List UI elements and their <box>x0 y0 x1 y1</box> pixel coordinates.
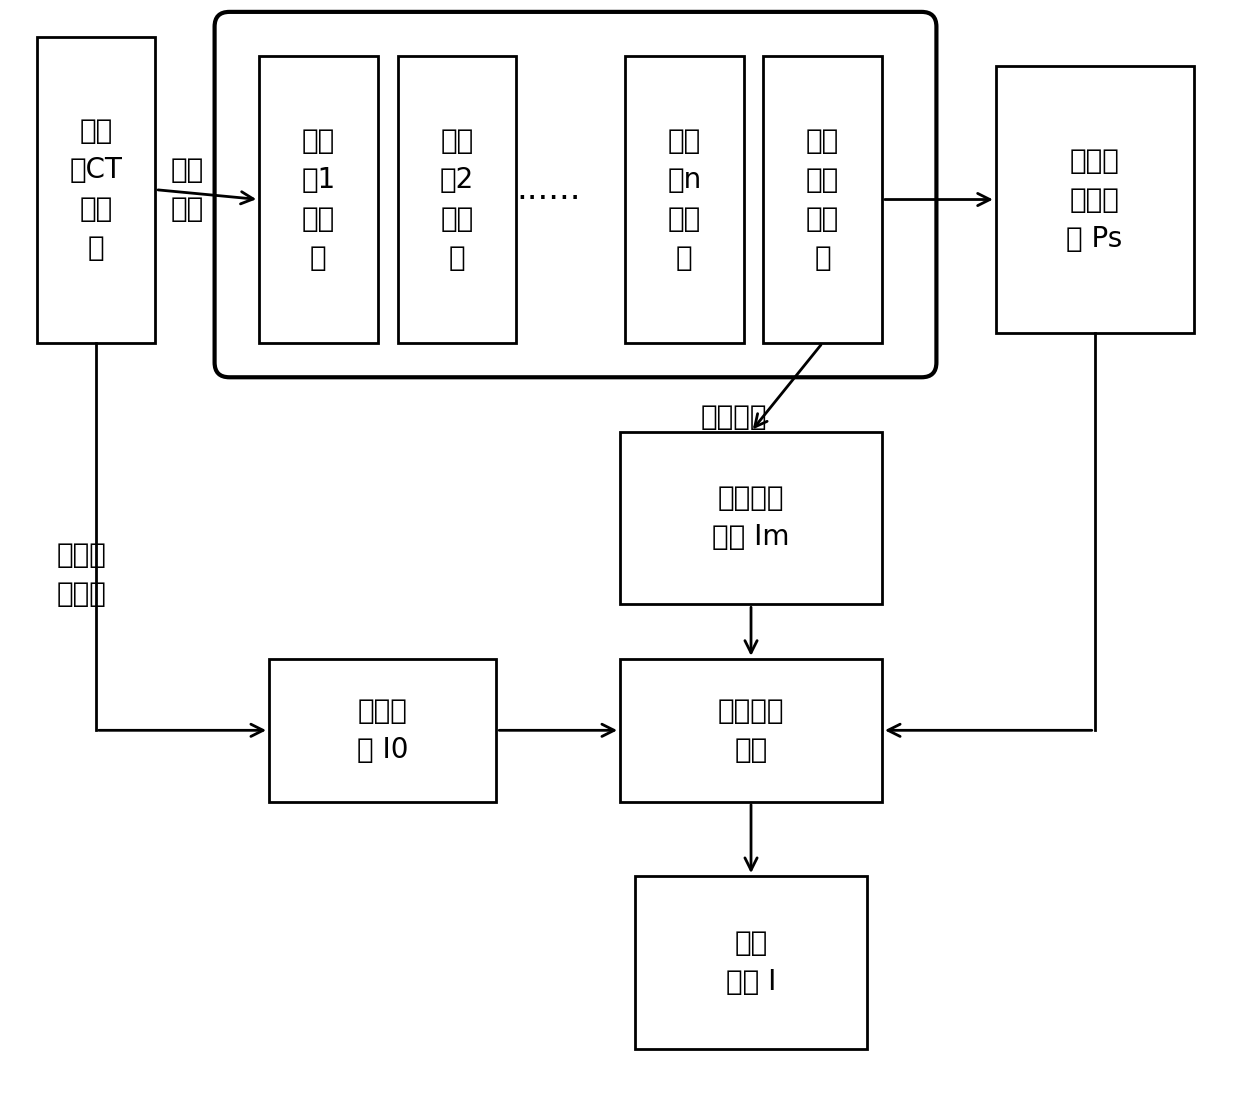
Text: 加权图
像重建: 加权图 像重建 <box>56 541 107 608</box>
Text: 基材
料1
投影
图: 基材 料1 投影 图 <box>301 127 336 272</box>
Text: 金属
材料
投影
图: 金属 材料 投影 图 <box>806 127 839 272</box>
Bar <box>398 57 516 343</box>
Bar <box>996 66 1194 333</box>
Bar <box>620 431 882 605</box>
Bar <box>37 37 155 343</box>
Bar <box>269 658 496 802</box>
Text: 虚拟单
能投影
图 Ps: 虚拟单 能投影 图 Ps <box>1066 147 1122 253</box>
Text: ......: ...... <box>517 173 582 206</box>
Text: 统计迭代
重建: 统计迭代 重建 <box>718 697 784 764</box>
Text: 多能
谱CT
投影
图: 多能 谱CT 投影 图 <box>69 117 123 262</box>
Text: 重建
图像 I: 重建 图像 I <box>725 929 776 996</box>
Text: 基材
料2
投影
图: 基材 料2 投影 图 <box>440 127 474 272</box>
Bar <box>259 57 378 343</box>
Bar <box>764 57 882 343</box>
FancyBboxPatch shape <box>215 12 936 378</box>
Text: 重建图
像 I0: 重建图 像 I0 <box>357 697 408 764</box>
Bar <box>620 658 882 802</box>
Text: 材料
分解: 材料 分解 <box>170 156 203 223</box>
Text: 基材
料n
投影
图: 基材 料n 投影 图 <box>667 127 702 272</box>
Text: 图像重建: 图像重建 <box>701 403 768 431</box>
Bar <box>635 876 867 1048</box>
Text: 金属材料
图像 Im: 金属材料 图像 Im <box>712 485 790 551</box>
Bar <box>625 57 744 343</box>
